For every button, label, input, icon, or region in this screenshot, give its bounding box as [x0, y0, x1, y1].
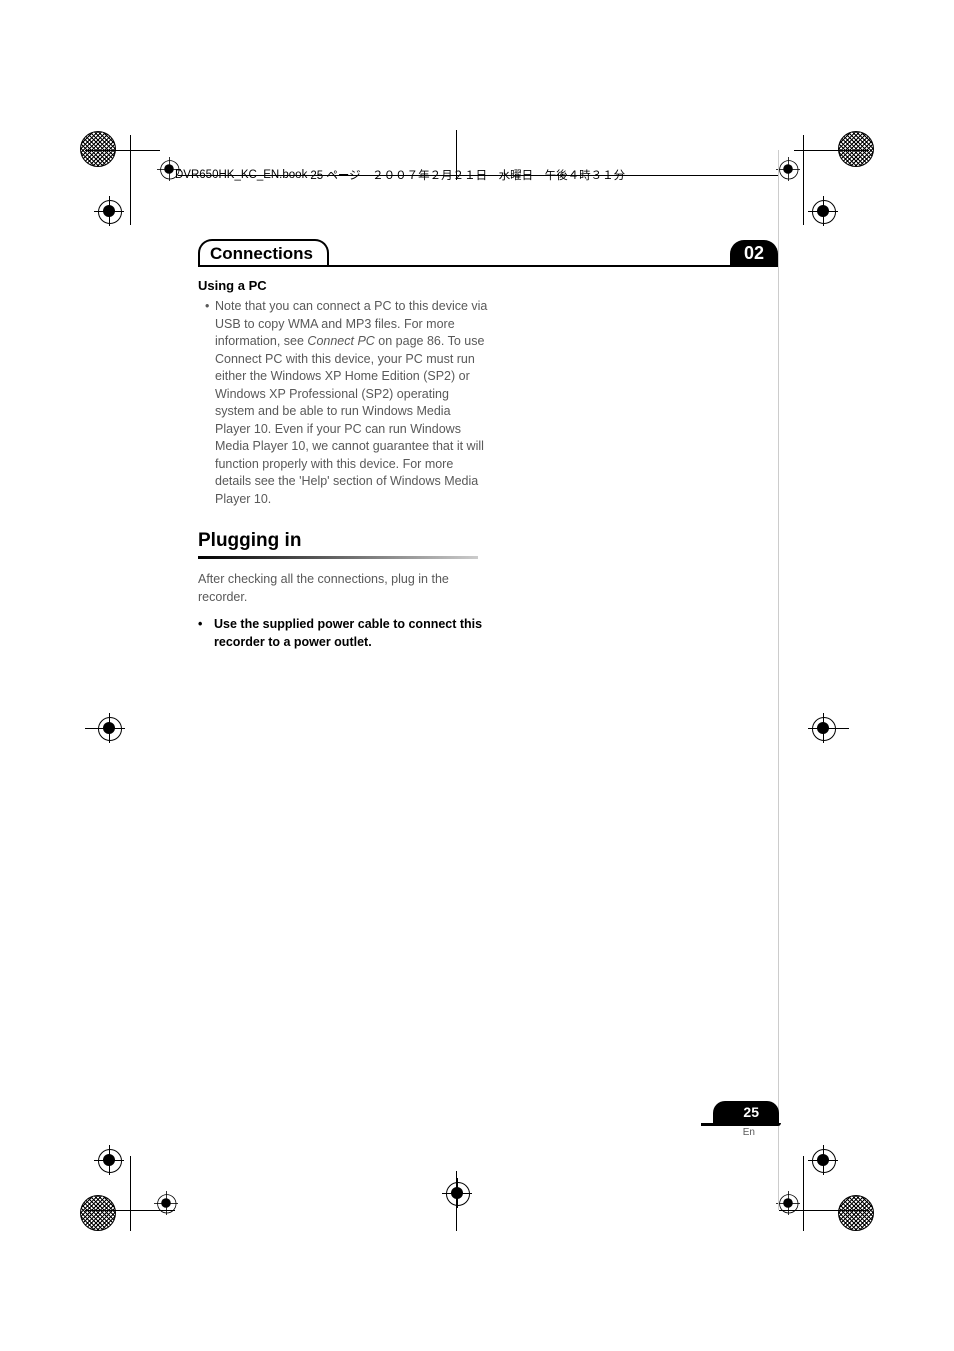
crosshatch-bottom-right — [838, 1195, 874, 1231]
crop-line — [809, 728, 849, 729]
heading-underline — [198, 556, 478, 559]
reg-mark-bot-right — [812, 1149, 834, 1171]
crop-line — [85, 150, 160, 151]
crop-line — [794, 150, 869, 151]
reg-mark-top-right — [812, 200, 834, 222]
page-boundary — [778, 150, 779, 1210]
reg-mark-top-left — [98, 200, 120, 222]
reg-mark-header-right — [777, 158, 799, 180]
page-info-text: 25 ページ ２００７年２月２１日 水曜日 午後４時３１分 — [310, 167, 625, 183]
section-title-wrap: Connections — [198, 239, 329, 267]
main-body: After checking all the connections, plug… — [198, 571, 488, 606]
crosshatch-bottom-left — [80, 1195, 116, 1231]
page-footer: 25 En — [713, 1101, 779, 1138]
crosshatch-top-left — [80, 131, 116, 167]
crop-line — [779, 1210, 869, 1211]
crop-line — [85, 728, 125, 729]
section-number: 02 — [730, 240, 778, 267]
subsection-body: Note that you can connect a PC to this d… — [198, 298, 488, 508]
main-bullet: Use the supplied power cable to connect … — [198, 616, 488, 651]
crop-line — [803, 1156, 804, 1231]
crop-line — [130, 135, 131, 225]
section-title: Connections — [210, 244, 313, 263]
page-number: 25 — [713, 1101, 779, 1123]
crop-line — [130, 1156, 131, 1231]
subsection-title: Using a PC — [198, 278, 488, 293]
main-heading: Plugging in — [198, 530, 488, 552]
reg-mark-bottom-center — [446, 1182, 468, 1204]
header-filename: DVR650HK_KC_EN.book 25 ページ ２００７年２月２１日 水曜… — [175, 167, 625, 183]
page-language: En — [743, 1127, 755, 1138]
filename-text: DVR650HK_KC_EN.book — [175, 169, 307, 181]
crop-line — [803, 135, 804, 225]
body-post: on page 86. To use Connect PC with this … — [215, 334, 484, 506]
reg-mark-bot-left — [98, 1149, 120, 1171]
body-italic: Connect PC — [307, 334, 374, 348]
crosshatch-top-right — [838, 131, 874, 167]
section-header: Connections 02 — [198, 239, 778, 267]
content-area: Using a PC Note that you can connect a P… — [198, 278, 488, 651]
crop-line — [456, 1171, 457, 1231]
